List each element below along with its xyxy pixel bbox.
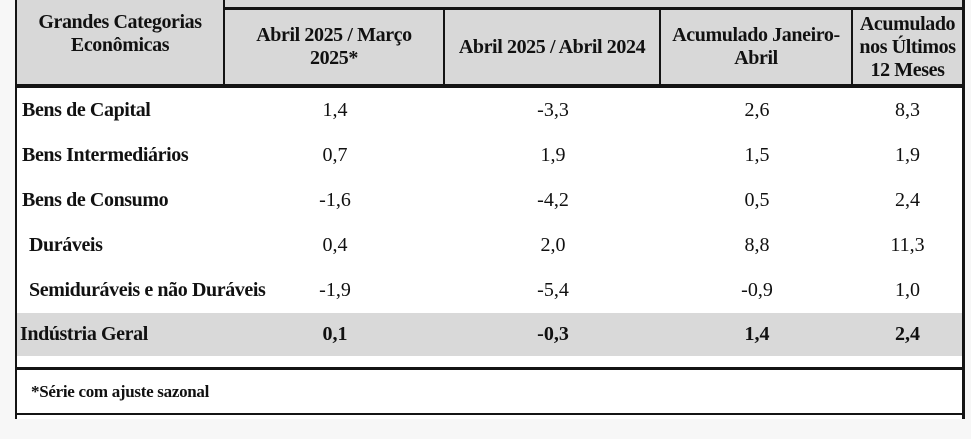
- row-label: Bens Intermediários: [22, 144, 189, 166]
- table-row-bens-de-consumo: Bens de Consumo -1,6 -4,2 0,5 2,4: [17, 178, 962, 223]
- table-row-bens-intermediarios: Bens Intermediários 0,7 1,9 1,5 1,9: [17, 133, 962, 178]
- cell-value: 0,1: [322, 323, 348, 345]
- header-top-strip: [225, 0, 962, 10]
- cell-value: 11,3: [890, 234, 925, 256]
- table-row-semiduraveis: Semiduráveis e não Duráveis -1,9 -5,4 -0…: [17, 268, 962, 313]
- cell-value: 1,9: [895, 144, 920, 166]
- economic-categories-table: Grandes Categorias Econômicas Abril 2025…: [15, 0, 965, 419]
- cell-value: -1,9: [319, 279, 351, 301]
- cell-value: 1,9: [540, 144, 566, 166]
- cell-value: 2,4: [895, 323, 920, 345]
- header-columns-area: Abril 2025 / Março 2025* Abril 2025 / Ab…: [225, 0, 962, 84]
- table-body: Bens de Capital 1,4 -3,3 2,6 8,3 Bens In…: [17, 88, 962, 356]
- cell-value: 0,7: [322, 144, 348, 166]
- cell-value: 0,5: [744, 189, 770, 211]
- footnote-box: *Série com ajuste sazonal: [17, 367, 962, 415]
- cell-value: -5,4: [537, 279, 569, 301]
- row-label: Duráveis: [29, 234, 103, 256]
- cell-value: -1,6: [319, 189, 351, 211]
- table-row-industria-geral: Indústria Geral 0,1 -0,3 1,4 2,4: [17, 313, 962, 356]
- cell-value: 1,5: [744, 144, 770, 166]
- cell-value: 1,0: [895, 279, 920, 301]
- cell-value: 1,4: [322, 99, 348, 121]
- row-header-title: Grandes Categorias Econômicas: [17, 0, 225, 84]
- row-label: Semiduráveis e não Duráveis: [29, 279, 266, 301]
- table-bottom-gap: [17, 356, 962, 367]
- cell-value: 1,4: [744, 323, 770, 345]
- cell-value: 2,6: [744, 99, 770, 121]
- cell-value: -0,3: [537, 323, 569, 345]
- cell-value: -0,9: [741, 279, 773, 301]
- column-header-year-over-year: Abril 2025 / Abril 2024: [445, 10, 661, 84]
- header-columns-row: Abril 2025 / Março 2025* Abril 2025 / Ab…: [225, 10, 962, 84]
- cell-value: 0,4: [322, 234, 348, 256]
- row-label: Bens de Consumo: [22, 189, 169, 211]
- cell-value: -4,2: [537, 189, 569, 211]
- row-label: Indústria Geral: [20, 323, 148, 345]
- cell-value: 8,8: [744, 234, 770, 256]
- column-header-12-months: Acumulado nos Últimos 12 Meses: [853, 10, 962, 84]
- cell-value: -3,3: [537, 99, 569, 121]
- table-header: Grandes Categorias Econômicas Abril 2025…: [17, 0, 962, 88]
- column-header-ytd: Acumulado Janeiro-Abril: [661, 10, 853, 84]
- table-row-bens-de-capital: Bens de Capital 1,4 -3,3 2,6 8,3: [17, 88, 962, 133]
- row-label: Bens de Capital: [22, 99, 151, 121]
- table-row-duraveis: Duráveis 0,4 2,0 8,8 11,3: [17, 223, 962, 268]
- cell-value: 8,3: [895, 99, 920, 121]
- column-header-month-over-month: Abril 2025 / Março 2025*: [225, 10, 445, 84]
- cell-value: 2,4: [895, 189, 920, 211]
- cell-value: 2,0: [540, 234, 566, 256]
- footnote-text: *Série com ajuste sazonal: [31, 381, 210, 401]
